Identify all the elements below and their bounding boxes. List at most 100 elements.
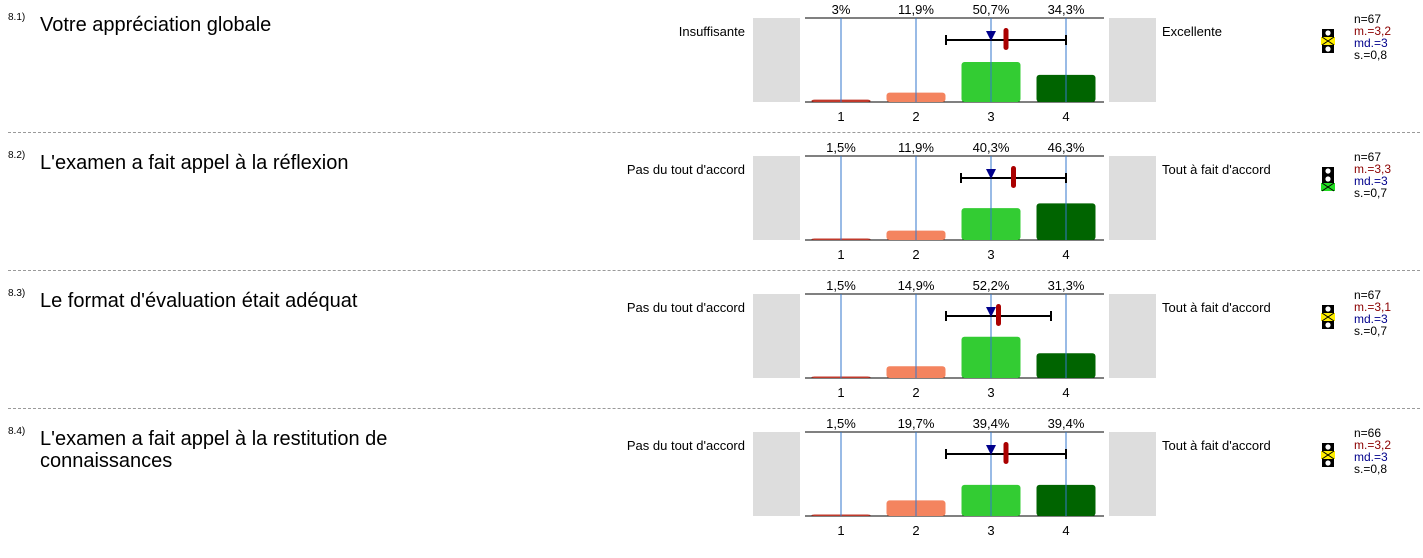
- scale-right-label: Tout à fait d'accord: [1162, 162, 1271, 177]
- mean-marker: [1011, 166, 1016, 188]
- question-text: L'examen a fait appel à la réflexion: [40, 152, 349, 174]
- percent-label: 39,4%: [973, 416, 1010, 431]
- question-number: 8.2): [8, 150, 26, 161]
- mean-marker: [996, 304, 1001, 326]
- stat-n: n=67: [1354, 150, 1382, 164]
- traffic-light-icon: [1321, 29, 1335, 53]
- stats-block: n=67 m.=3,1 md.=3 s.=0,7: [1354, 289, 1391, 337]
- median-marker: [986, 307, 996, 317]
- category-tick-label: 1: [837, 109, 844, 124]
- traffic-light-lamp: [1325, 168, 1331, 174]
- category-tick-label: 3: [987, 247, 994, 262]
- question-row: 8.1) Votre appréciation globale Insuffisan…: [0, 0, 1423, 138]
- traffic-light-icon: [1321, 167, 1335, 192]
- right-side-box: [1109, 18, 1156, 102]
- stat-n: n=67: [1354, 12, 1382, 26]
- stat-n: n=66: [1354, 426, 1382, 440]
- scale-right-label: Tout à fait d'accord: [1162, 300, 1271, 315]
- percent-label: 46,3%: [1048, 140, 1085, 155]
- distribution-chart: 1,5% 19,7% 39,4% 39,4% 1 2 3 4: [753, 416, 1156, 538]
- stats-block: n=67 m.=3,2 md.=3 s.=0,8: [1354, 13, 1391, 61]
- stat-median: md.=3: [1354, 312, 1388, 326]
- question-text: Votre appréciation globale: [40, 14, 272, 36]
- row-divider: [8, 408, 1420, 409]
- left-side-box: [753, 18, 800, 102]
- left-side-box: [753, 432, 800, 516]
- percent-label: 11,9%: [898, 2, 934, 17]
- percent-label: 11,9%: [898, 140, 934, 155]
- scale-left-label: Pas du tout d'accord: [626, 162, 745, 177]
- category-tick-label: 4: [1062, 247, 1069, 262]
- scale-left-label: Pas du tout d'accord: [626, 438, 745, 453]
- category-tick-label: 4: [1062, 385, 1069, 400]
- category-tick-label: 2: [912, 523, 919, 538]
- percent-label: 1,5%: [826, 416, 856, 431]
- left-side-box: [753, 294, 800, 378]
- category-tick-label: 2: [912, 385, 919, 400]
- right-side-box: [1109, 432, 1156, 516]
- scale-left-label: Pas du tout d'accord: [626, 300, 745, 315]
- question-row: 8.2) L'examen a fait appel à la réflexion…: [0, 138, 1423, 276]
- stats-block: n=66 m.=3,2 md.=3 s.=0,8: [1354, 427, 1391, 475]
- percent-label: 40,3%: [973, 140, 1010, 155]
- stat-median: md.=3: [1354, 174, 1388, 188]
- percent-label: 1,5%: [826, 140, 856, 155]
- distribution-chart: 1,5% 14,9% 52,2% 31,3% 1 2 3 4: [753, 278, 1156, 400]
- percent-label: 50,7%: [973, 2, 1010, 17]
- category-tick-label: 3: [987, 109, 994, 124]
- question-number: 8.3): [8, 288, 26, 299]
- median-marker: [986, 445, 996, 455]
- traffic-light-lamp: [1325, 460, 1331, 466]
- category-tick-label: 2: [912, 109, 919, 124]
- percent-label: 1,5%: [826, 278, 856, 293]
- row-divider: [8, 270, 1420, 271]
- category-tick-label: 4: [1062, 523, 1069, 538]
- percent-label: 52,2%: [973, 278, 1010, 293]
- category-tick-label: 1: [837, 385, 844, 400]
- median-marker: [986, 31, 996, 41]
- percent-label: 31,3%: [1048, 278, 1085, 293]
- category-tick-label: 2: [912, 247, 919, 262]
- traffic-light-lamp: [1325, 30, 1331, 36]
- percent-label: 3%: [832, 2, 851, 17]
- right-side-box: [1109, 294, 1156, 378]
- mean-marker: [1003, 442, 1009, 464]
- question-number: 8.1): [8, 12, 26, 23]
- scale-right-label: Tout à fait d'accord: [1162, 438, 1271, 453]
- category-tick-label: 3: [987, 523, 994, 538]
- stat-mean: m.=3,3: [1354, 162, 1392, 176]
- stat-sd: s.=0,8: [1354, 462, 1388, 476]
- category-tick-label: 4: [1062, 109, 1069, 124]
- traffic-light-lamp: [1325, 176, 1331, 182]
- stat-median: md.=3: [1354, 450, 1388, 464]
- right-side-box: [1109, 156, 1156, 240]
- distribution-chart: 3% 11,9% 50,7% 34,3% 1 2 3 4: [753, 2, 1156, 124]
- stat-mean: m.=3,1: [1354, 300, 1392, 314]
- category-tick-label: 3: [987, 385, 994, 400]
- question-text: L'examen a fait appel à la restitution d…: [40, 428, 388, 472]
- traffic-light-lamp: [1325, 444, 1331, 450]
- stat-mean: m.=3,2: [1354, 438, 1392, 452]
- question-text: Le format d'évaluation était adéquat: [40, 290, 358, 312]
- category-tick-label: 1: [837, 247, 844, 262]
- percent-label: 39,4%: [1048, 416, 1085, 431]
- category-tick-label: 1: [837, 523, 844, 538]
- distribution-chart: 1,5% 11,9% 40,3% 46,3% 1 2 3 4: [753, 140, 1156, 262]
- left-side-box: [753, 156, 800, 240]
- stat-n: n=67: [1354, 288, 1382, 302]
- percent-label: 34,3%: [1048, 2, 1085, 17]
- percent-label: 14,9%: [898, 278, 935, 293]
- stat-sd: s.=0,7: [1354, 186, 1388, 200]
- stat-mean: m.=3,2: [1354, 24, 1392, 38]
- scale-left-label: Insuffisante: [678, 24, 745, 39]
- traffic-light-lamp: [1325, 322, 1331, 328]
- question-row: 8.3) Le format d'évaluation était adéquat…: [0, 276, 1423, 414]
- stat-sd: s.=0,7: [1354, 324, 1388, 338]
- traffic-light-lamp: [1325, 306, 1331, 312]
- stat-sd: s.=0,8: [1354, 48, 1388, 62]
- traffic-light-icon: [1321, 443, 1335, 467]
- stat-median: md.=3: [1354, 36, 1388, 50]
- stats-block: n=67 m.=3,3 md.=3 s.=0,7: [1354, 151, 1391, 199]
- percent-label: 19,7%: [898, 416, 935, 431]
- question-number: 8.4): [8, 426, 26, 437]
